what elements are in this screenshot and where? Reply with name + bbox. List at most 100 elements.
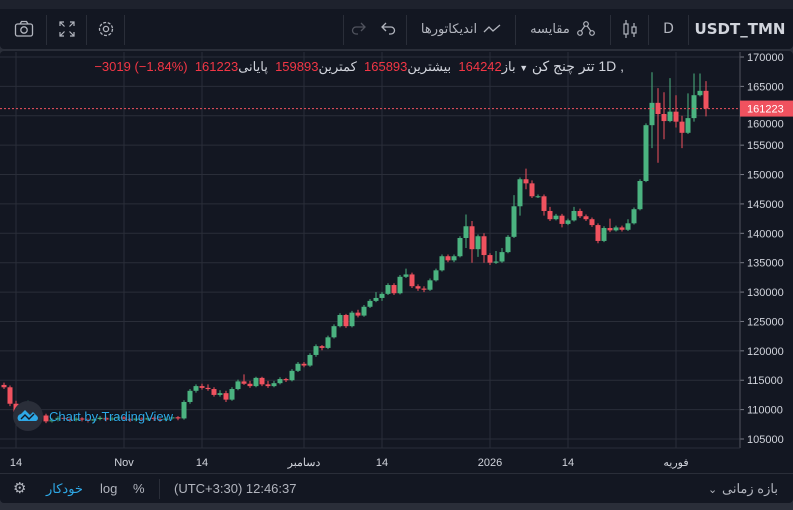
chevron-down-icon[interactable]: ⌄	[708, 484, 718, 496]
candle-body	[7, 387, 13, 404]
chart-panel	[0, 51, 793, 503]
y-tick-label: 115000	[747, 375, 783, 387]
candle-body	[649, 102, 655, 126]
fullscreen-button[interactable]	[47, 9, 86, 49]
candle	[133, 416, 139, 422]
symbol-search-button[interactable]: USDT_TMN	[694, 20, 786, 38]
candle	[499, 248, 505, 263]
candle-body	[631, 209, 637, 224]
candle-body	[121, 417, 127, 420]
y-tick-label: 130000	[747, 287, 784, 299]
divider	[0, 473, 793, 474]
window-top-strip	[0, 0, 793, 9]
chart-type-button[interactable]	[611, 9, 648, 49]
candle	[1, 382, 7, 390]
candle	[379, 292, 385, 301]
candle-body	[235, 381, 241, 390]
compare-button[interactable]: مقایسه	[517, 9, 609, 49]
candle	[421, 286, 427, 293]
candle	[313, 344, 319, 357]
candle-body	[205, 387, 211, 390]
timezone-clock[interactable]: (UTC+3:30) 12:46:37	[174, 481, 297, 496]
candle-body	[175, 417, 181, 419]
candle-body	[127, 419, 133, 421]
candle-body	[415, 286, 421, 289]
candle-body	[79, 418, 85, 420]
candlestick-chart[interactable]: 105000 110000 115000 120000 125000 130000 1350…	[0, 0, 793, 474]
legend-open-label: باز	[501, 59, 516, 74]
undo-button[interactable]	[373, 9, 403, 49]
candle-body	[397, 276, 403, 294]
candle	[283, 377, 289, 382]
candle	[571, 206, 577, 222]
candle-body	[229, 389, 235, 400]
candle	[7, 385, 13, 407]
screenshot-button[interactable]	[4, 9, 44, 49]
tradingview-watermark[interactable]: Chart by TradingView	[13, 401, 173, 431]
undo-icon	[381, 22, 396, 35]
candle-body	[355, 312, 361, 316]
candle-body	[493, 261, 499, 263]
percent-scale-toggle[interactable]: %	[133, 481, 145, 496]
candle-body	[505, 236, 511, 253]
candle-body	[115, 417, 121, 419]
x-tick-label: 14	[562, 457, 574, 469]
candle	[73, 416, 79, 422]
indicators-button[interactable]: اندیکاتورها	[408, 9, 514, 49]
candle-body	[571, 210, 577, 221]
scale-settings-gear-icon[interactable]: ⚙	[13, 480, 27, 497]
legend-low-label: کمترین	[318, 59, 357, 74]
redo-button[interactable]	[345, 9, 373, 49]
candle	[217, 390, 223, 397]
time-range-button[interactable]: بازه زمانی	[722, 481, 778, 496]
candle-body	[67, 419, 73, 421]
auto-scale-toggle[interactable]: خودکار	[46, 481, 83, 496]
candle	[289, 369, 295, 382]
candle-body	[43, 415, 49, 422]
candle	[637, 179, 643, 211]
settings-button[interactable]	[87, 9, 124, 49]
candle	[595, 223, 601, 244]
candle	[643, 123, 649, 183]
separator	[515, 15, 516, 45]
candle	[175, 416, 181, 421]
legend-change-value: −3019 (−1.84%)	[94, 59, 188, 74]
candle-body	[673, 111, 679, 122]
candle	[325, 335, 331, 350]
candle-body	[343, 314, 349, 327]
watermark-text: Chart by TradingView	[49, 408, 174, 424]
y-tick-label: 140000	[747, 228, 784, 240]
camera-icon	[14, 20, 34, 37]
y-tick-label: 125000	[747, 316, 784, 328]
candle	[145, 416, 151, 421]
candle	[625, 219, 631, 231]
fullscreen-icon	[58, 21, 75, 37]
candle	[115, 415, 121, 420]
candle	[223, 390, 229, 402]
candle-body	[193, 386, 199, 391]
candle-body	[331, 326, 337, 338]
interval-button[interactable]: D	[663, 21, 674, 37]
legend-symbol-title[interactable]: تتر چنج کن	[531, 58, 595, 74]
candle-body	[61, 417, 67, 420]
candle-body	[577, 210, 583, 217]
candle	[265, 380, 271, 388]
candle-body	[679, 121, 685, 133]
candles-icon	[622, 20, 637, 38]
candle	[331, 324, 337, 339]
x-tick-label: فوریه	[663, 457, 688, 469]
last-price-label: 161223	[747, 104, 784, 116]
y-tick-label: 145000	[747, 199, 784, 211]
candle	[685, 93, 691, 134]
log-scale-toggle[interactable]: log	[100, 481, 118, 496]
candle	[673, 95, 679, 128]
candle	[169, 415, 175, 420]
legend-dropdown-icon[interactable]: ▼	[519, 63, 529, 73]
candle	[589, 217, 595, 227]
candle-body	[457, 238, 463, 257]
legend-close-label: پایانی	[238, 59, 268, 74]
candle-body	[409, 274, 415, 287]
candle	[301, 362, 307, 368]
candle-body	[541, 196, 547, 211]
candle-body	[625, 223, 631, 230]
